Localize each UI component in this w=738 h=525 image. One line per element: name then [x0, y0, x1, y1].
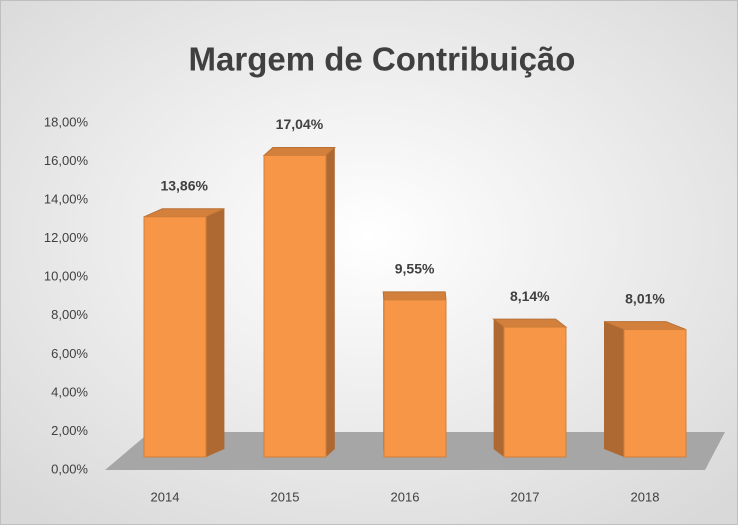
y-tick-label: 8,00%	[51, 307, 88, 322]
bar-side	[493, 319, 504, 457]
value-label: 9,55%	[395, 261, 435, 277]
bar-side	[206, 208, 225, 457]
bar	[383, 299, 447, 458]
bar	[143, 216, 207, 458]
y-tick-label: 2,00%	[51, 423, 88, 438]
chart-title: Margem de Contribuição	[189, 41, 576, 78]
y-tick-label: 0,00%	[51, 461, 88, 476]
bar-top	[262, 147, 337, 157]
value-label: 8,14%	[510, 288, 550, 304]
bar	[263, 155, 327, 458]
y-tick-label: 4,00%	[51, 384, 88, 399]
y-tick-label: 6,00%	[51, 346, 88, 361]
bar-top	[492, 318, 568, 328]
x-tick-label: 2014	[151, 489, 180, 504]
y-tick-label: 14,00%	[44, 192, 89, 207]
x-tick-label: 2015	[271, 489, 300, 504]
value-label: 17,04%	[276, 116, 324, 132]
bar-top	[382, 291, 447, 301]
bar	[503, 326, 567, 458]
y-tick-label: 10,00%	[44, 269, 89, 284]
bar-side	[604, 321, 624, 457]
x-tick-label: 2016	[391, 489, 420, 504]
y-tick-label: 16,00%	[44, 153, 89, 168]
y-tick-label: 18,00%	[44, 114, 89, 129]
x-tick-label: 2017	[511, 489, 540, 504]
y-tick-label: 12,00%	[44, 230, 89, 245]
bar-side	[326, 147, 335, 458]
bar	[623, 329, 687, 458]
x-tick-label: 2018	[631, 489, 660, 504]
value-label: 8,01%	[625, 290, 665, 306]
value-label: 13,86%	[160, 178, 208, 194]
